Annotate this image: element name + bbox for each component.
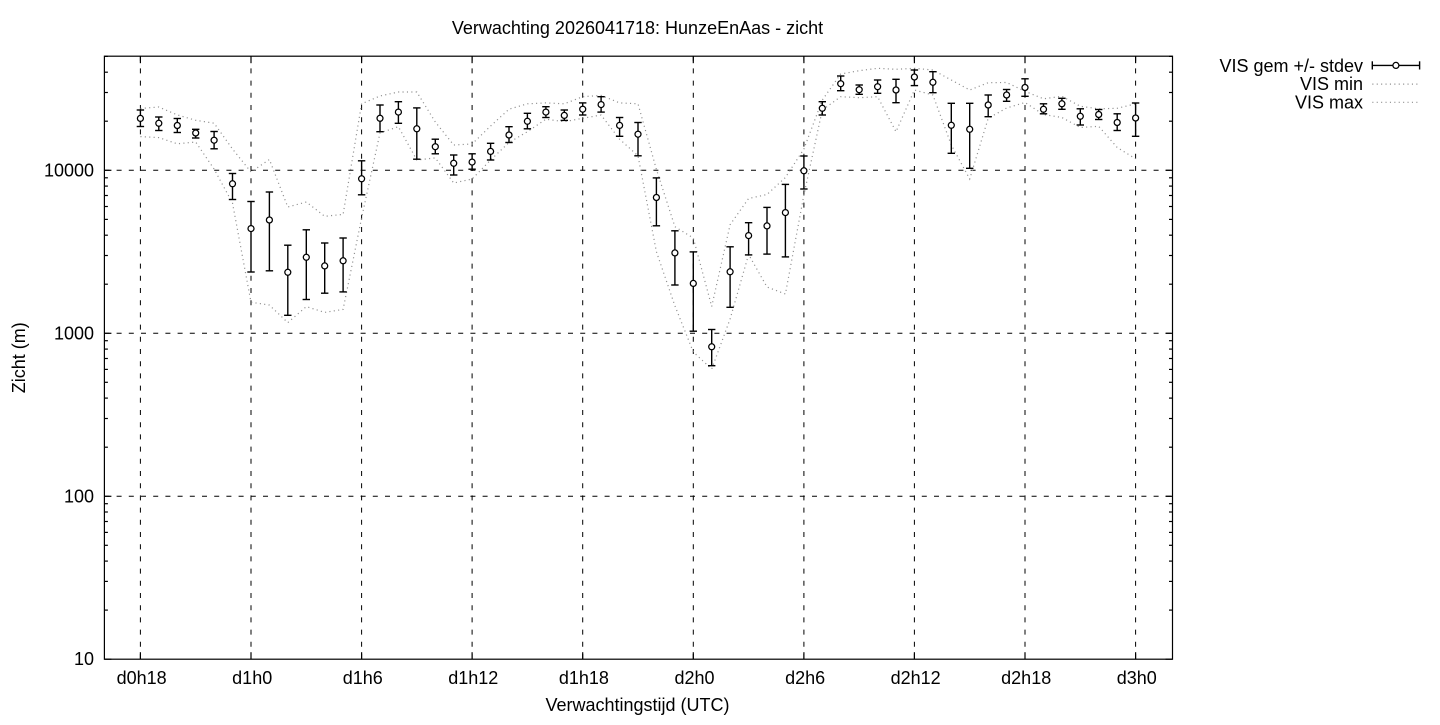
svg-text:Verwachtingstijd (UTC): Verwachtingstijd (UTC) <box>545 695 729 715</box>
svg-text:d1h6: d1h6 <box>343 668 383 688</box>
svg-text:d2h0: d2h0 <box>674 668 714 688</box>
svg-text:d1h0: d1h0 <box>232 668 272 688</box>
svg-text:d2h18: d2h18 <box>1001 668 1051 688</box>
svg-text:100: 100 <box>64 486 94 506</box>
svg-text:10000: 10000 <box>44 160 94 180</box>
svg-text:d2h6: d2h6 <box>785 668 825 688</box>
svg-text:d3h0: d3h0 <box>1117 668 1157 688</box>
svg-text:Verwachting 2026041718: HunzeE: Verwachting 2026041718: HunzeEnAas - zic… <box>452 18 823 38</box>
svg-text:d0h18: d0h18 <box>117 668 167 688</box>
svg-text:Zicht (m): Zicht (m) <box>9 322 29 393</box>
svg-text:d2h12: d2h12 <box>891 668 941 688</box>
svg-text:d1h18: d1h18 <box>559 668 609 688</box>
svg-text:10: 10 <box>74 649 94 669</box>
svg-text:VIS gem +/- stdev: VIS gem +/- stdev <box>1219 56 1363 76</box>
svg-text:VIS min: VIS min <box>1300 74 1363 94</box>
svg-text:VIS max: VIS max <box>1295 92 1363 112</box>
svg-text:d1h12: d1h12 <box>448 668 498 688</box>
svg-text:1000: 1000 <box>54 323 94 343</box>
